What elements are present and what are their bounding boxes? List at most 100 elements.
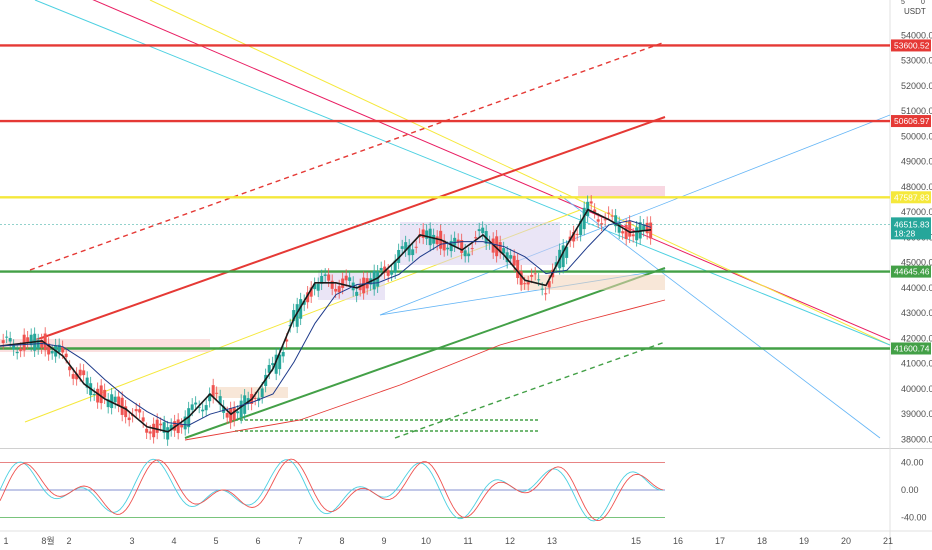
x-tick-label: 17 (715, 536, 725, 546)
candle-body (523, 283, 527, 285)
candle-body (61, 346, 65, 353)
candle-body (530, 274, 534, 277)
candle-body (211, 385, 215, 398)
candle-body (495, 236, 499, 257)
candle-body (1, 340, 5, 344)
trendline-yellow-desc (149, 0, 891, 346)
candle-body (376, 271, 380, 287)
candle-body (505, 252, 509, 263)
y-tick-label: 38000.00 (901, 434, 932, 444)
candle-body (159, 423, 163, 426)
candle-body (579, 220, 583, 236)
key-level-tag (891, 342, 931, 355)
osc-tick-label: -40.00 (901, 513, 927, 523)
candle-body (271, 363, 275, 366)
candle-body (323, 274, 327, 276)
candle-body (337, 286, 341, 293)
candle-body (442, 240, 446, 251)
candle-body (124, 406, 128, 418)
candle-body (138, 409, 142, 413)
y-tick-label: 44000.00 (901, 283, 932, 293)
candle-body (334, 288, 338, 292)
y-tick-label: 43000.00 (901, 308, 932, 318)
key-level-label: 50606.97 (894, 116, 930, 126)
key-level-tag (891, 265, 931, 278)
key-level-label: 53600.52 (894, 40, 930, 50)
candle-body (50, 350, 54, 354)
x-tick-label: 18 (757, 536, 767, 546)
candle-body (533, 273, 537, 275)
candle-body (561, 245, 565, 268)
x-tick-label: 8 (339, 536, 344, 546)
candle-body (57, 344, 61, 353)
candle-body (358, 284, 362, 291)
x-tick-label: 13 (547, 536, 557, 546)
candle-body (208, 393, 212, 402)
settings-glyph[interactable]: 5 (901, 0, 905, 6)
x-tick-label: 16 (673, 536, 683, 546)
candle-body (306, 292, 310, 303)
candle-body (642, 225, 646, 231)
candle-body (274, 354, 278, 374)
candle-body (162, 422, 166, 433)
candle-body (117, 396, 121, 406)
x-tick-label: 3 (129, 536, 134, 546)
candle-body (411, 249, 415, 256)
candle-body (225, 413, 229, 418)
trendline-blue-up (379, 114, 891, 316)
candle-body (222, 406, 226, 413)
candle-body (449, 240, 453, 252)
candle-body (355, 291, 359, 296)
candle-body (645, 222, 649, 234)
candle-body (509, 255, 513, 259)
candle-body (155, 419, 159, 433)
candle-body (635, 227, 639, 241)
candle-body (460, 240, 464, 253)
candle-body (470, 248, 474, 250)
osc-tick-label: 40.00 (901, 457, 924, 467)
candle-body (183, 416, 187, 430)
candle-body (47, 343, 51, 355)
candle-body (110, 394, 114, 409)
candle-body (141, 417, 145, 422)
x-tick-label: 2 (66, 536, 71, 546)
candle-body (253, 398, 257, 400)
candle-body (631, 234, 635, 237)
candle-body (36, 340, 40, 349)
candle-body (407, 245, 411, 256)
candle-body (5, 336, 9, 338)
currency-label: USDT (904, 7, 926, 16)
trendline-red-dashed (29, 41, 666, 271)
trendline-green-dashed (394, 341, 666, 439)
x-tick-label: 4 (171, 536, 176, 546)
x-tick-label: 20 (841, 536, 851, 546)
x-tick-label: 10 (421, 536, 431, 546)
candle-body (502, 248, 506, 254)
candle-body (8, 338, 12, 342)
candle-body (414, 246, 418, 248)
candle-body (519, 271, 523, 285)
candle-body (344, 275, 348, 281)
stoch-d-line (0, 458, 664, 521)
candle-body (512, 255, 516, 266)
y-tick-label: 52000.00 (901, 81, 932, 91)
y-tick-label: 49000.00 (901, 157, 932, 167)
candle-body (386, 270, 390, 276)
candle-body (467, 253, 471, 257)
zone-box (578, 186, 665, 198)
candle-body (628, 221, 632, 237)
candle-body (327, 274, 331, 281)
ma-long-line (184, 299, 666, 441)
last-price-label: 46515.83 (894, 219, 930, 229)
candle-body (397, 249, 401, 263)
candle-body (446, 247, 450, 250)
candle-body (617, 222, 621, 233)
candle-body (194, 402, 198, 405)
candle-body (281, 352, 285, 357)
candle-body (278, 354, 282, 370)
candle-body (390, 271, 394, 275)
candle-body (341, 278, 345, 288)
candle-body (614, 215, 618, 227)
